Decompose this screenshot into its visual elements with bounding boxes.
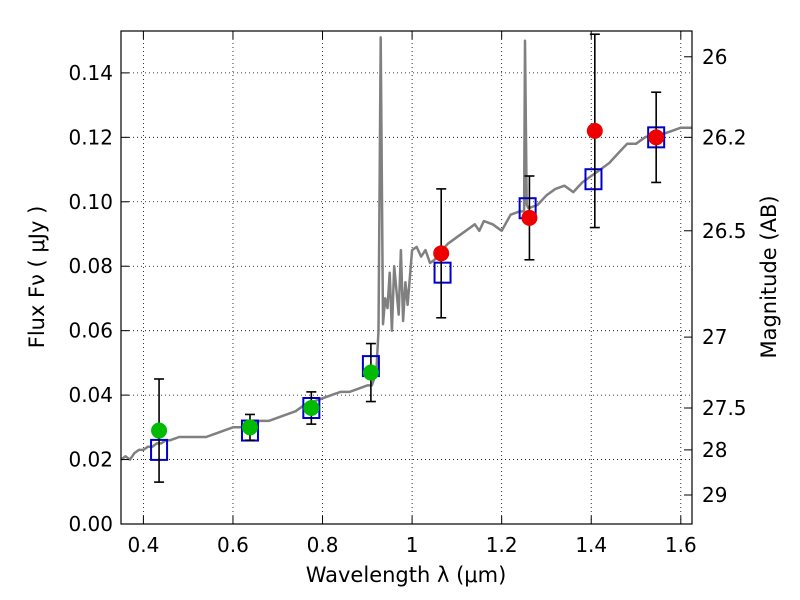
x-tick-label: 0.8: [307, 533, 339, 557]
observed-points-layer: [151, 122, 665, 439]
x-tick-label: 1.4: [575, 533, 607, 557]
observed-point: [303, 400, 320, 416]
y2-tick-label: 27.5: [702, 396, 747, 420]
observed-point: [433, 245, 450, 262]
x-tick-label: 1.6: [665, 533, 697, 557]
plot-frame: [120, 30, 693, 525]
y-tick-labels: 0.00 0.02 0.04 0.06 0.08 0.10 0.12 0.14: [68, 61, 113, 536]
model-spectrum-layer: [120, 36, 692, 461]
observed-point: [521, 209, 538, 226]
y2-tick-label: 26: [702, 45, 727, 69]
x-axis-label: Wavelength λ (μm): [306, 563, 507, 587]
y2-tick-label: 28: [702, 438, 727, 462]
axis-ticks: [121, 31, 692, 525]
y-tick-label: 0.14: [68, 61, 113, 85]
y-tick-label: 0.06: [68, 319, 113, 343]
x-tick-label: 0.4: [127, 533, 159, 557]
observed-point: [241, 419, 258, 436]
y2-tick-label: 26.5: [702, 219, 747, 243]
y-tick-label: 0.00: [68, 512, 113, 536]
y-tick-label: 0.10: [68, 190, 113, 214]
x-tick-label: 1: [406, 533, 419, 557]
y-tick-label: 0.02: [68, 448, 113, 472]
model-photometry-square: [584, 168, 603, 191]
y2-tick-label: 29: [702, 483, 727, 507]
grid: [121, 31, 692, 524]
y2-tick-labels: 26 26.2 26.5 27 27.5 28 29: [702, 45, 747, 507]
x-tick-label: 0.6: [217, 533, 249, 557]
y2-tick-label: 27: [702, 325, 727, 349]
y-tick-label: 0.12: [68, 125, 113, 149]
observed-point: [648, 129, 665, 146]
observed-point: [151, 422, 168, 439]
y-tick-label: 0.04: [68, 383, 113, 407]
spectrum-line: [120, 36, 692, 461]
y-axis-label: Flux Fν ( μJy ): [25, 206, 49, 349]
x-tick-label: 1.2: [486, 533, 518, 557]
x-tick-labels: 0.4 0.6 0.8 1 1.2 1.4 1.6: [127, 533, 696, 557]
model-photometry-square: [433, 261, 452, 284]
observed-point: [586, 122, 603, 139]
errorbar-layer: [154, 33, 662, 483]
observed-point: [362, 364, 379, 381]
y2-axis-label: Magnitude (AB): [757, 195, 781, 358]
y2-tick-label: 26.2: [702, 125, 747, 149]
y-tick-label: 0.08: [68, 254, 113, 278]
